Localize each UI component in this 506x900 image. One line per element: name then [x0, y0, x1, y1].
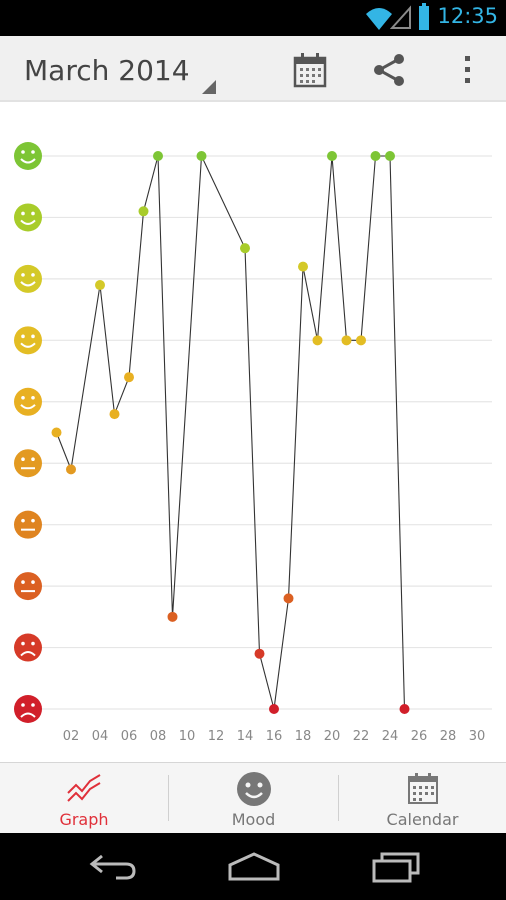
mood-data-point — [124, 372, 134, 383]
mood-data-point — [109, 409, 120, 420]
back-icon[interactable] — [88, 851, 138, 881]
x-tick-label: 30 — [469, 729, 486, 744]
mood-series-line — [55, 155, 406, 710]
share-icon[interactable] — [369, 50, 409, 90]
action-bar: March 2014 — [0, 36, 506, 102]
tab-mood[interactable]: Mood — [169, 763, 338, 834]
x-tick-label: 20 — [324, 729, 341, 744]
battery-icon — [419, 3, 429, 30]
tab-graph[interactable]: Graph — [0, 763, 168, 834]
tab-mood-label: Mood — [231, 810, 276, 829]
tab-divider — [338, 775, 339, 821]
x-tick-label: 28 — [440, 729, 457, 744]
mood-data-point — [254, 648, 265, 659]
mood-data-point — [269, 704, 279, 714]
x-tick-label: 24 — [382, 729, 399, 744]
mood-level-happy-icon — [14, 264, 42, 293]
x-tick-label: 16 — [266, 729, 283, 744]
navigation-bar — [0, 833, 506, 900]
tab-calendar[interactable]: Calendar — [339, 763, 506, 834]
x-tick-label: 14 — [237, 729, 254, 744]
graph-icon — [67, 774, 101, 802]
mood-data-point — [66, 464, 76, 475]
x-tick-label: 02 — [63, 729, 80, 744]
mood-level-neutral-icon — [14, 510, 42, 539]
mood-level-sad-icon — [14, 633, 42, 662]
mood-data-point — [327, 151, 337, 161]
home-icon[interactable] — [226, 851, 282, 881]
x-tick-label: 08 — [150, 729, 167, 744]
mood-level-happy-icon — [14, 326, 42, 355]
spinner-arrow-icon — [202, 80, 216, 94]
mood-level-happy-icon — [14, 142, 42, 170]
mood-level-happy-icon — [14, 387, 42, 416]
status-clock: 12:35 — [437, 4, 498, 28]
mood-data-point — [240, 243, 250, 254]
wifi-icon — [366, 8, 392, 30]
mood-level-sad-icon — [14, 695, 42, 723]
mood-face-icon — [237, 772, 271, 806]
month-title: March 2014 — [24, 54, 190, 87]
overflow-menu-icon[interactable] — [448, 50, 488, 90]
mood-data-point — [153, 151, 163, 161]
mood-data-point — [356, 335, 366, 346]
mood-data-point — [51, 427, 62, 438]
tab-calendar-label: Calendar — [386, 810, 459, 829]
mood-level-neutral-icon — [14, 572, 42, 601]
recents-icon[interactable] — [370, 851, 422, 883]
mood-chart: 02 04 06 08 10 12 14 16 18 20 22 24 26 28 30 — [0, 104, 506, 760]
mood-data-point — [341, 335, 352, 346]
x-tick-label: 10 — [179, 729, 196, 744]
x-tick-label: 12 — [208, 729, 225, 744]
mood-data-point — [167, 611, 178, 622]
bottom-tab-bar: Graph Mood — [0, 762, 506, 833]
status-bar: 12:35 — [0, 0, 506, 36]
mood-level-happy-icon — [14, 203, 42, 232]
mood-data-point — [312, 335, 323, 346]
mood-data-point — [399, 704, 410, 714]
mood-data-point — [95, 280, 105, 291]
mood-data-point — [283, 593, 294, 604]
calendar-tab-icon — [408, 773, 438, 804]
mood-data-point — [385, 151, 395, 161]
calendar-icon[interactable] — [290, 50, 330, 90]
x-tick-label: 26 — [411, 729, 428, 744]
tab-divider — [168, 775, 169, 821]
x-tick-label: 04 — [92, 729, 109, 744]
signal-icon — [390, 5, 411, 29]
mood-data-point — [298, 261, 308, 272]
tab-graph-label: Graph — [59, 810, 109, 829]
x-tick-label: 06 — [121, 729, 138, 744]
x-tick-label: 22 — [353, 729, 370, 744]
mood-data-point — [370, 151, 381, 161]
mood-data-point — [138, 206, 149, 217]
mood-data-point — [196, 151, 207, 161]
month-selector[interactable]: March 2014 — [0, 36, 225, 102]
mood-level-neutral-icon — [14, 449, 42, 478]
x-tick-label: 18 — [295, 729, 312, 744]
